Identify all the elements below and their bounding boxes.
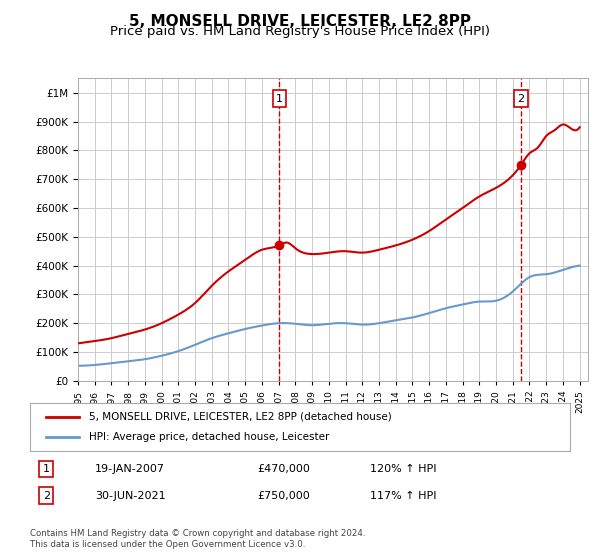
Text: 30-JUN-2021: 30-JUN-2021 [95,491,166,501]
Text: HPI: Average price, detached house, Leicester: HPI: Average price, detached house, Leic… [89,432,330,442]
Text: £470,000: £470,000 [257,464,310,474]
Text: 120% ↑ HPI: 120% ↑ HPI [370,464,437,474]
Text: 2: 2 [518,94,524,104]
Text: 2: 2 [43,491,50,501]
Text: 5, MONSELL DRIVE, LEICESTER, LE2 8PP (detached house): 5, MONSELL DRIVE, LEICESTER, LE2 8PP (de… [89,412,392,422]
Text: 1: 1 [276,94,283,104]
Text: 19-JAN-2007: 19-JAN-2007 [95,464,165,474]
Text: 117% ↑ HPI: 117% ↑ HPI [370,491,437,501]
Text: 1: 1 [43,464,50,474]
Text: 5, MONSELL DRIVE, LEICESTER, LE2 8PP: 5, MONSELL DRIVE, LEICESTER, LE2 8PP [129,14,471,29]
Text: Contains HM Land Registry data © Crown copyright and database right 2024.
This d: Contains HM Land Registry data © Crown c… [30,529,365,549]
Text: £750,000: £750,000 [257,491,310,501]
Text: Price paid vs. HM Land Registry's House Price Index (HPI): Price paid vs. HM Land Registry's House … [110,25,490,38]
